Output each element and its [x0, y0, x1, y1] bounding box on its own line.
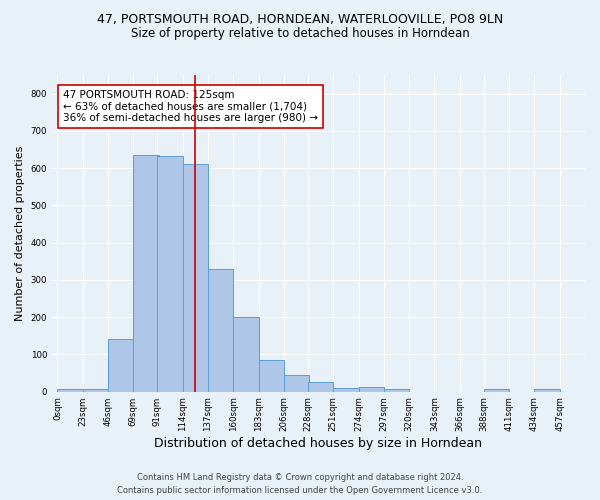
Bar: [83, 389, 108, 392]
Bar: [535, 389, 560, 392]
Bar: [208, 269, 233, 392]
Text: 47, PORTSMOUTH ROAD, HORNDEAN, WATERLOOVILLE, PO8 9LN: 47, PORTSMOUTH ROAD, HORNDEAN, WATERLOOV…: [97, 12, 503, 26]
Bar: [359, 387, 384, 392]
Bar: [58, 389, 83, 392]
Bar: [384, 389, 409, 392]
Bar: [284, 375, 309, 392]
X-axis label: Distribution of detached houses by size in Horndean: Distribution of detached houses by size …: [154, 437, 482, 450]
Bar: [133, 155, 158, 392]
Bar: [157, 156, 183, 392]
Bar: [183, 164, 208, 392]
Bar: [233, 317, 259, 392]
Bar: [333, 388, 359, 392]
Text: Contains HM Land Registry data © Crown copyright and database right 2024.: Contains HM Land Registry data © Crown c…: [137, 474, 463, 482]
Bar: [308, 382, 333, 392]
Bar: [108, 339, 133, 392]
Text: 47 PORTSMOUTH ROAD: 125sqm
← 63% of detached houses are smaller (1,704)
36% of s: 47 PORTSMOUTH ROAD: 125sqm ← 63% of deta…: [63, 90, 318, 123]
Bar: [259, 360, 284, 392]
Text: Contains public sector information licensed under the Open Government Licence v3: Contains public sector information licen…: [118, 486, 482, 495]
Y-axis label: Number of detached properties: Number of detached properties: [15, 146, 25, 321]
Bar: [484, 389, 509, 392]
Text: Size of property relative to detached houses in Horndean: Size of property relative to detached ho…: [131, 28, 469, 40]
